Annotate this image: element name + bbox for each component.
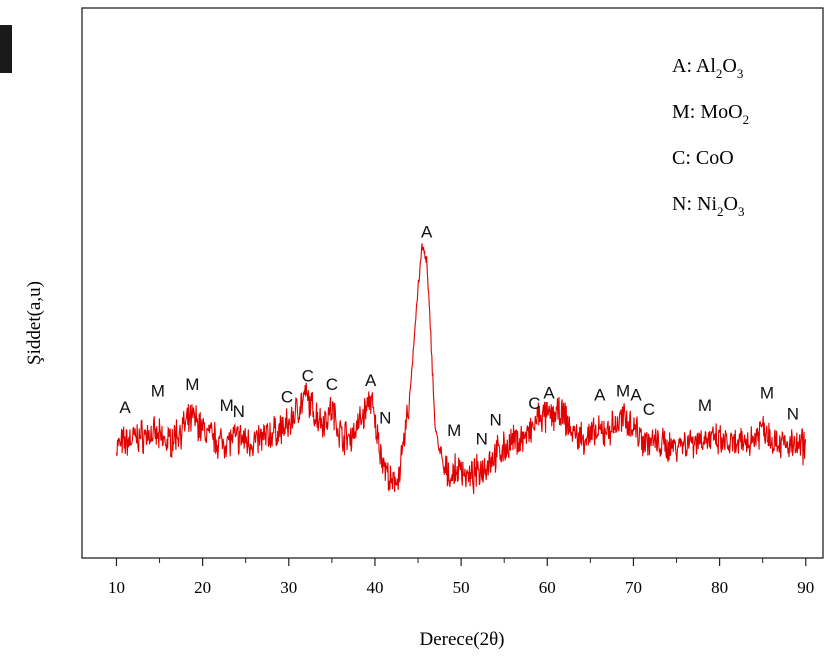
peak-label: N xyxy=(476,429,488,448)
peak-label: A xyxy=(119,398,131,417)
peak-label: C xyxy=(528,394,540,413)
x-axis-title: Derece(2θ) xyxy=(419,629,504,650)
phase-legend: A: Al2O3 M: MoO2 C: CoO N: Ni2O3 xyxy=(672,55,749,219)
x-tick-label: 70 xyxy=(625,578,642,597)
x-tick-label: 30 xyxy=(280,578,297,597)
x-tick-label: 60 xyxy=(539,578,556,597)
peak-label: C xyxy=(281,388,293,407)
peak-label: M xyxy=(698,396,712,415)
x-tick-label: 40 xyxy=(366,578,383,597)
peak-label: C xyxy=(302,367,314,386)
peak-label: M xyxy=(616,381,630,400)
peak-label: A xyxy=(630,386,642,405)
peak-label: A xyxy=(543,383,555,402)
x-tick-label: 20 xyxy=(194,578,211,597)
peak-label: A xyxy=(594,386,606,405)
x-axis-ticks xyxy=(115,558,807,566)
legend-entry: N: Ni2O3 xyxy=(672,193,744,219)
x-tick-label: 80 xyxy=(711,578,728,597)
panel-tab-mark xyxy=(0,25,12,73)
peak-label: C xyxy=(643,400,655,419)
peak-label: N xyxy=(489,411,501,430)
peak-label: N xyxy=(787,404,799,423)
peak-label: C xyxy=(326,375,338,394)
x-tick-label: 90 xyxy=(797,578,814,597)
diffraction-series-line xyxy=(115,243,807,495)
plot-frame xyxy=(81,7,824,559)
peak-label: M xyxy=(151,381,165,400)
peak-label: M xyxy=(447,421,461,440)
legend-entry: C: CoO xyxy=(672,147,734,169)
peak-label: A xyxy=(365,371,377,390)
y-axis-title: Şiddet(a,u) xyxy=(24,281,45,365)
peak-label: N xyxy=(379,408,391,427)
peak-label: M xyxy=(185,375,199,394)
legend-entry: M: MoO2 xyxy=(672,101,749,127)
peak-label: A xyxy=(421,222,433,241)
x-axis-tick-labels: 10 20 30 40 50 60 70 80 90 xyxy=(108,578,814,597)
x-tick-label: 50 xyxy=(453,578,470,597)
peak-label: M xyxy=(760,383,774,402)
peak-label: N xyxy=(233,402,245,421)
legend-entry: A: Al2O3 xyxy=(672,55,743,81)
peak-label: M xyxy=(220,396,234,415)
x-tick-label: 10 xyxy=(108,578,125,597)
